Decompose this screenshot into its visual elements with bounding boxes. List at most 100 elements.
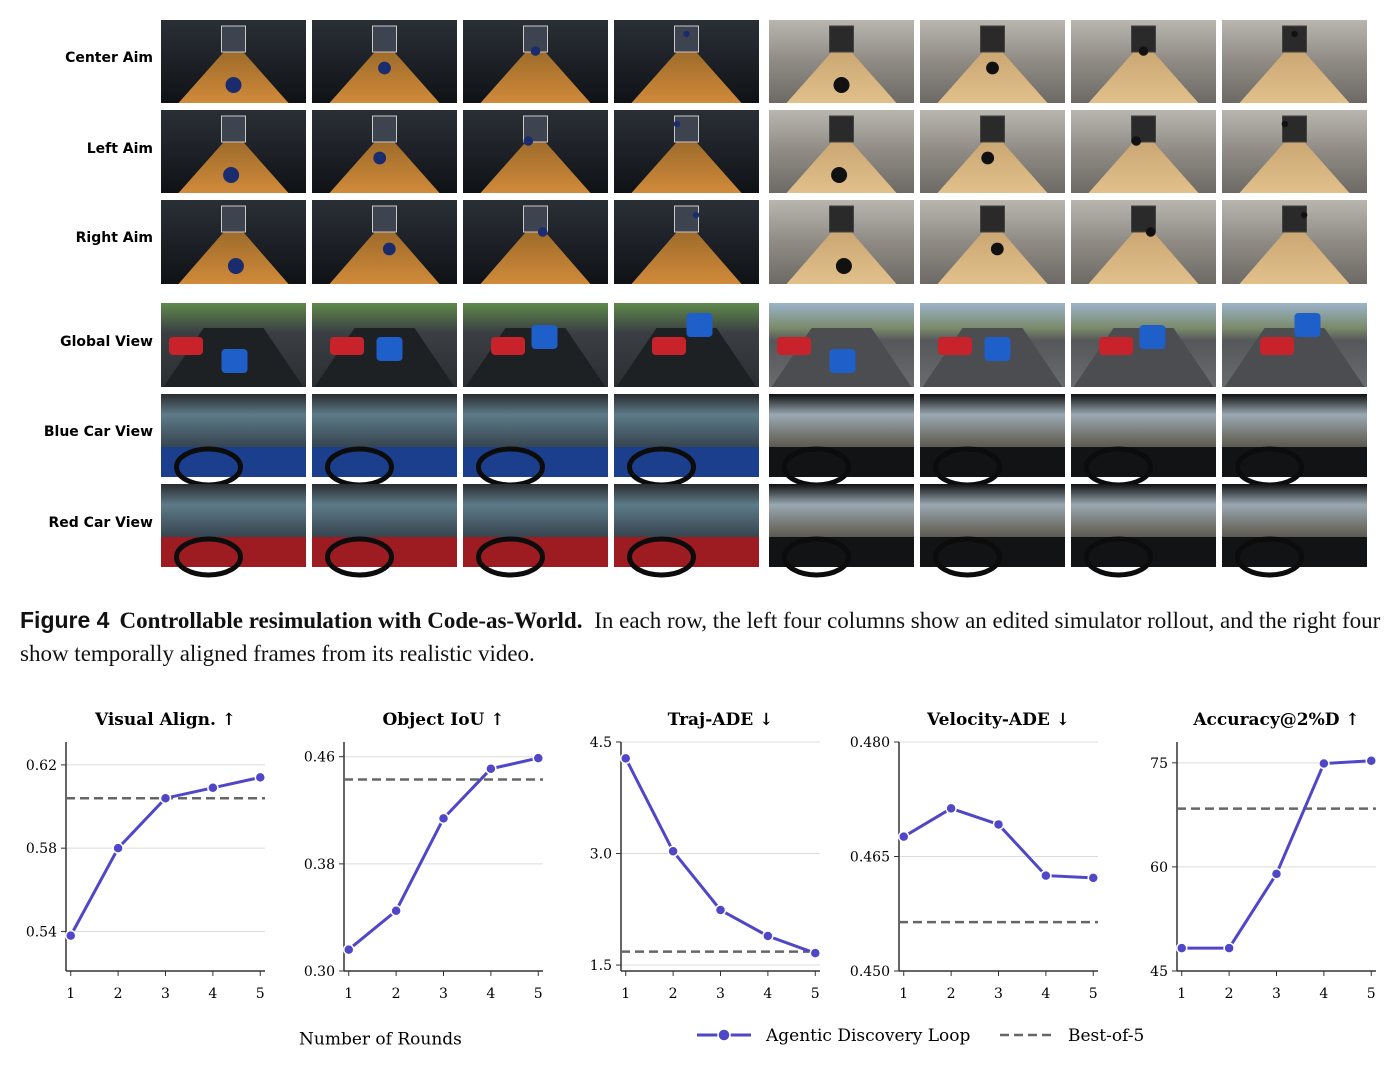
ball: [382, 242, 396, 256]
dashboard: [463, 447, 608, 477]
ball: [223, 167, 240, 183]
y-tick-label: 45: [1150, 964, 1168, 980]
blue-car: [376, 337, 403, 361]
ball: [1300, 211, 1308, 219]
lane: [937, 50, 1048, 103]
ball: [981, 151, 995, 165]
ball: [1291, 30, 1298, 38]
row-label: Global View: [60, 334, 153, 350]
x-tick-label: 3: [1272, 986, 1281, 1002]
blue-car: [1294, 313, 1321, 337]
point: [1365, 754, 1378, 767]
line: [1181, 759, 1372, 950]
lane: [329, 230, 440, 284]
pinsetter: [1282, 25, 1307, 53]
point: [945, 802, 957, 815]
x-tick-label: 1: [344, 986, 353, 1002]
lane: [786, 140, 897, 193]
x-tick-label: 5: [534, 986, 543, 1002]
lane: [480, 230, 591, 284]
pinsetter: [221, 205, 246, 233]
wheel: [1084, 536, 1153, 578]
ball: [683, 30, 690, 38]
y-tick-label: 1.5: [590, 958, 612, 974]
ball: [673, 120, 681, 128]
row-label: Red Car View: [49, 515, 154, 531]
red-car: [652, 337, 686, 355]
pinsetter: [372, 25, 397, 53]
lane: [1239, 230, 1350, 284]
dashboard: [920, 537, 1065, 567]
pinsetter: [1282, 205, 1307, 233]
dashboard: [312, 537, 457, 567]
x-tick-label: 4: [1319, 986, 1328, 1002]
y-tick-label: 0.54: [26, 924, 57, 940]
point: [1175, 942, 1188, 954]
chart-title: Object IoU ↑: [382, 710, 504, 730]
point: [992, 818, 1005, 831]
legend-label: Best-of-5: [1068, 1026, 1144, 1046]
wheel: [174, 536, 243, 578]
x-tick-label: 1: [899, 986, 908, 1002]
wheel: [476, 536, 545, 578]
x-tick-label: 2: [114, 986, 123, 1002]
lane: [786, 230, 897, 284]
lane: [1088, 50, 1199, 103]
red-car: [330, 337, 364, 355]
ball: [986, 61, 999, 75]
dashboard: [614, 447, 759, 477]
dashboard: [1222, 537, 1367, 567]
x-tick-label: 5: [256, 986, 265, 1002]
x-tick-label: 3: [716, 986, 725, 1002]
charts: Number of Rounds Visual Align. ↑ 0.54 0.58…: [26, 710, 1378, 1050]
wheel: [325, 536, 394, 578]
blue-car: [829, 349, 856, 373]
ball: [523, 136, 534, 146]
pinsetter: [829, 25, 854, 53]
pinsetter: [980, 25, 1005, 53]
dashboard: [312, 447, 457, 477]
ball: [225, 77, 242, 93]
point: [667, 845, 679, 858]
red-car: [777, 337, 811, 355]
pinsetter: [1131, 205, 1156, 233]
x-tick-label: 4: [486, 986, 495, 1002]
ball: [537, 227, 548, 237]
pinsetter: [674, 25, 699, 53]
red-car: [169, 337, 203, 355]
ball: [1131, 136, 1142, 146]
lane: [178, 140, 289, 193]
dashboard: [1222, 447, 1367, 477]
y-tick-label: 3.0: [590, 847, 612, 863]
blue-car: [1139, 325, 1166, 349]
lane: [178, 50, 289, 103]
dashboard: [769, 447, 914, 477]
point: [809, 947, 822, 959]
point: [1270, 868, 1283, 880]
ball: [1138, 46, 1149, 56]
lane: [937, 140, 1048, 193]
lane: [329, 140, 440, 193]
wheel: [627, 536, 696, 578]
x-tick-label: 1: [66, 986, 75, 1002]
blue-car: [686, 313, 713, 337]
row-label: Center Aim: [65, 50, 153, 66]
lane: [480, 140, 591, 193]
line: [624, 757, 816, 955]
x-tick-label: 2: [669, 986, 678, 1002]
caption-label: Figure 4: [20, 607, 110, 633]
y-tick-label: 0.46: [304, 750, 335, 766]
red-car: [491, 337, 525, 355]
lane: [1088, 140, 1199, 193]
point: [254, 771, 267, 784]
point: [1040, 869, 1052, 882]
pinsetter: [221, 25, 246, 53]
road: [616, 328, 757, 387]
chart-title: Accuracy@2%D ↑: [1192, 710, 1359, 730]
lane: [937, 230, 1048, 284]
ball: [692, 211, 700, 219]
point: [437, 812, 450, 825]
ball: [227, 258, 244, 274]
pinsetter: [829, 115, 854, 143]
